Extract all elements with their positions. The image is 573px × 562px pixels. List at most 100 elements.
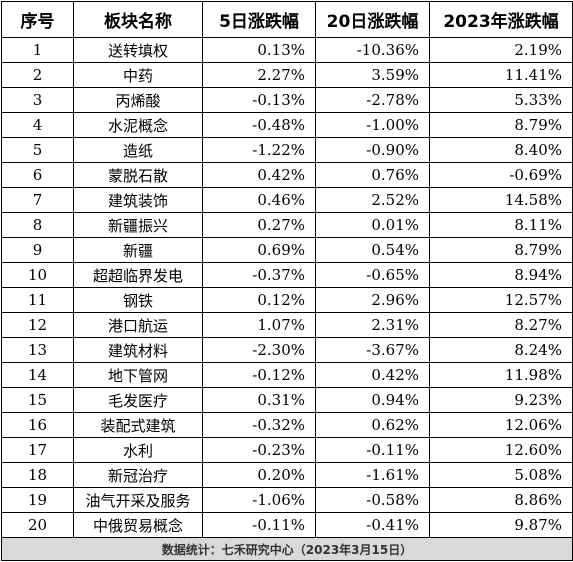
sector-name-cell: 丙烯酸 <box>73 87 203 113</box>
5day-change-cell: -0.12% <box>202 362 316 388</box>
sector-name-cell: 毛发医疗 <box>73 387 203 413</box>
5day-change-cell: 0.31% <box>202 387 316 413</box>
table-row: 2 中药 2.27% 3.59% 11.41% <box>1 62 573 88</box>
table-row: 14 地下管网 -0.12% 0.42% 11.98% <box>1 362 573 388</box>
table-row: 1 送转填权 0.13% -10.36% 2.19% <box>1 37 573 63</box>
2023-change-cell: 12.06% <box>429 412 573 438</box>
5day-change-cell: 2.27% <box>202 62 316 88</box>
header-5day-change: 5日涨跌幅 <box>202 1 316 38</box>
5day-change-cell: -1.22% <box>202 137 316 163</box>
table-body: 1 送转填权 0.13% -10.36% 2.19% 2 中药 2.27% 3.59% 11.41… <box>1 37 573 538</box>
2023-change-cell: 2.19% <box>429 37 573 63</box>
20day-change-cell: -10.36% <box>315 37 430 63</box>
sector-name-cell: 水利 <box>73 437 203 463</box>
sector-name-cell: 建筑装饰 <box>73 187 203 213</box>
table-row: 3 丙烯酸 -0.13% -2.78% 5.33% <box>1 87 573 113</box>
table-row: 7 建筑装饰 0.46% 2.52% 14.58% <box>1 187 573 213</box>
sector-name-cell: 油气开采及服务 <box>73 487 203 513</box>
20day-change-cell: 0.54% <box>315 237 430 263</box>
index-cell: 19 <box>1 487 74 513</box>
index-cell: 15 <box>1 387 74 413</box>
5day-change-cell: 0.12% <box>202 287 316 313</box>
5day-change-cell: 0.20% <box>202 462 316 488</box>
5day-change-cell: 1.07% <box>202 312 316 338</box>
2023-change-cell: 9.87% <box>429 512 573 538</box>
header-index: 序号 <box>1 1 74 38</box>
table-row: 4 水泥概念 -0.48% -1.00% 8.79% <box>1 112 573 138</box>
index-cell: 3 <box>1 87 74 113</box>
index-cell: 18 <box>1 462 74 488</box>
20day-change-cell: 2.52% <box>315 187 430 213</box>
5day-change-cell: 0.13% <box>202 37 316 63</box>
table-row: 19 油气开采及服务 -1.06% -0.58% 8.86% <box>1 487 573 513</box>
5day-change-cell: -0.37% <box>202 262 316 288</box>
5day-change-cell: -1.06% <box>202 487 316 513</box>
sector-name-cell: 水泥概念 <box>73 112 203 138</box>
20day-change-cell: -3.67% <box>315 337 430 363</box>
5day-change-cell: -0.23% <box>202 437 316 463</box>
index-cell: 10 <box>1 262 74 288</box>
index-cell: 16 <box>1 412 74 438</box>
data-source-note: 数据统计：七禾研究中心（2023年3月15日） <box>1 537 573 561</box>
2023-change-cell: 8.94% <box>429 262 573 288</box>
table-row: 20 中俄贸易概念 -0.11% -0.41% 9.87% <box>1 512 573 538</box>
2023-change-cell: 11.98% <box>429 362 573 388</box>
index-cell: 1 <box>1 37 74 63</box>
5day-change-cell: 0.69% <box>202 237 316 263</box>
index-cell: 5 <box>1 137 74 163</box>
index-cell: 7 <box>1 187 74 213</box>
2023-change-cell: 5.33% <box>429 87 573 113</box>
20day-change-cell: 0.76% <box>315 162 430 188</box>
index-cell: 14 <box>1 362 74 388</box>
20day-change-cell: 0.01% <box>315 212 430 238</box>
index-cell: 8 <box>1 212 74 238</box>
sector-name-cell: 建筑材料 <box>73 337 203 363</box>
table-row: 11 钢铁 0.12% 2.96% 12.57% <box>1 287 573 313</box>
sector-name-cell: 新冠治疗 <box>73 462 203 488</box>
2023-change-cell: 8.11% <box>429 212 573 238</box>
table-row: 18 新冠治疗 0.20% -1.61% 5.08% <box>1 462 573 488</box>
20day-change-cell: -0.58% <box>315 487 430 513</box>
2023-change-cell: 12.60% <box>429 437 573 463</box>
20day-change-cell: -1.00% <box>315 112 430 138</box>
20day-change-cell: -0.11% <box>315 437 430 463</box>
2023-change-cell: 8.40% <box>429 137 573 163</box>
sector-name-cell: 新疆 <box>73 237 203 263</box>
table-header-row: 序号 板块名称 5日涨跌幅 20日涨跌幅 2023年涨跌幅 <box>1 1 573 38</box>
2023-change-cell: 11.41% <box>429 62 573 88</box>
index-cell: 2 <box>1 62 74 88</box>
table-row: 10 超超临界发电 -0.37% -0.65% 8.94% <box>1 262 573 288</box>
20day-change-cell: 2.96% <box>315 287 430 313</box>
20day-change-cell: -0.90% <box>315 137 430 163</box>
20day-change-cell: 0.42% <box>315 362 430 388</box>
index-cell: 6 <box>1 162 74 188</box>
2023-change-cell: 5.08% <box>429 462 573 488</box>
20day-change-cell: -2.78% <box>315 87 430 113</box>
sector-name-cell: 超超临界发电 <box>73 262 203 288</box>
index-cell: 13 <box>1 337 74 363</box>
5day-change-cell: 0.42% <box>202 162 316 188</box>
sector-name-cell: 新疆振兴 <box>73 212 203 238</box>
table-row: 17 水利 -0.23% -0.11% 12.60% <box>1 437 573 463</box>
sector-name-cell: 蒙脱石散 <box>73 162 203 188</box>
header-2023-change: 2023年涨跌幅 <box>429 1 573 38</box>
table-row: 6 蒙脱石散 0.42% 0.76% -0.69% <box>1 162 573 188</box>
2023-change-cell: 8.79% <box>429 112 573 138</box>
20day-change-cell: 2.31% <box>315 312 430 338</box>
20day-change-cell: 0.94% <box>315 387 430 413</box>
sector-name-cell: 中俄贸易概念 <box>73 512 203 538</box>
table-row: 16 装配式建筑 -0.32% 0.62% 12.06% <box>1 412 573 438</box>
2023-change-cell: 8.79% <box>429 237 573 263</box>
index-cell: 4 <box>1 112 74 138</box>
2023-change-cell: 8.86% <box>429 487 573 513</box>
20day-change-cell: -0.65% <box>315 262 430 288</box>
2023-change-cell: 14.58% <box>429 187 573 213</box>
20day-change-cell: 0.62% <box>315 412 430 438</box>
table-row: 13 建筑材料 -2.30% -3.67% 8.24% <box>1 337 573 363</box>
5day-change-cell: 0.46% <box>202 187 316 213</box>
20day-change-cell: -1.61% <box>315 462 430 488</box>
table-row: 8 新疆振兴 0.27% 0.01% 8.11% <box>1 212 573 238</box>
table-row: 5 造纸 -1.22% -0.90% 8.40% <box>1 137 573 163</box>
